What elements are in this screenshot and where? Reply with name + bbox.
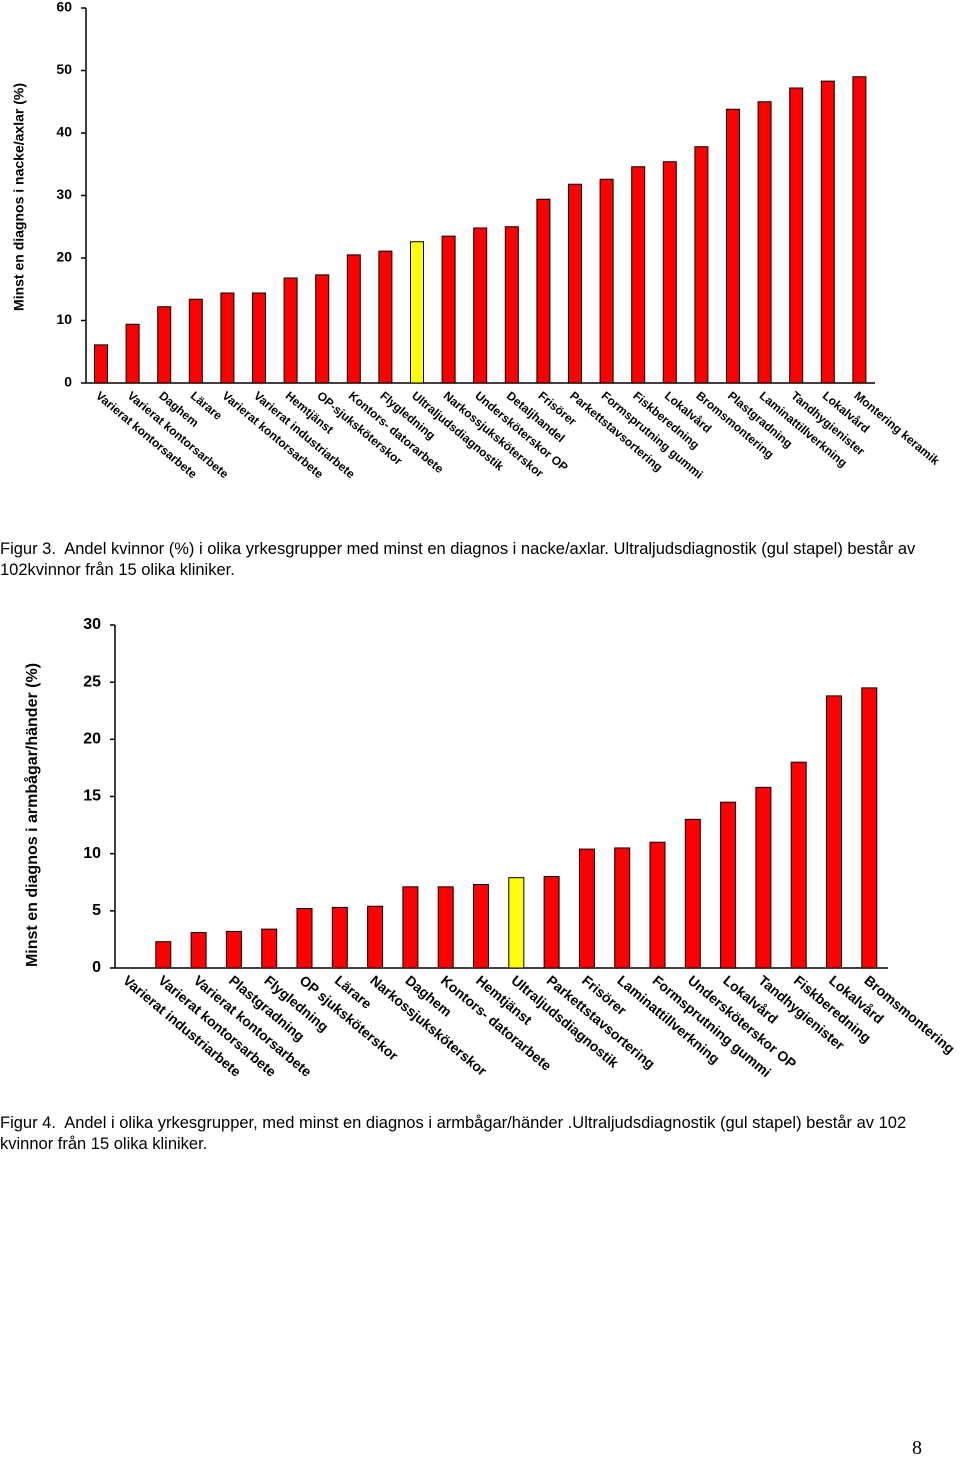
bar <box>261 928 278 969</box>
caption-label: Figur 4. <box>0 1114 56 1132</box>
bar <box>599 178 614 384</box>
y-tick-label: 60 <box>56 0 72 15</box>
bar <box>155 941 172 969</box>
bar <box>283 277 298 384</box>
bar <box>504 226 519 384</box>
bar <box>473 227 488 384</box>
bar <box>378 250 393 384</box>
bar <box>441 235 456 384</box>
y-tick-label: 0 <box>92 959 101 976</box>
bar <box>578 848 595 969</box>
y-tick-label: 40 <box>56 124 72 140</box>
y-tick-label: 20 <box>83 731 101 748</box>
bar <box>410 241 424 384</box>
y-tick-label: 10 <box>83 845 101 862</box>
bar <box>367 905 384 969</box>
caption: Figur 3. Andel kvinnor (%) i olika yrkes… <box>0 539 955 581</box>
bar <box>789 87 804 384</box>
bar <box>125 323 140 384</box>
bar <box>543 876 560 969</box>
y-axis-label: Minst en diagnos i armbågar/händer (%) <box>23 663 41 967</box>
bar <box>225 930 242 969</box>
y-tick-label: 20 <box>56 249 72 265</box>
bar <box>346 254 361 384</box>
caption-text: Andel kvinnor (%) i olika yrkesgrupper m… <box>0 540 916 579</box>
bar <box>536 198 551 384</box>
bar <box>402 886 419 969</box>
bar <box>726 108 740 384</box>
bar <box>861 687 878 969</box>
bar <box>157 306 172 384</box>
bar <box>826 695 842 969</box>
bar <box>252 292 266 384</box>
y-tick-label: 30 <box>83 616 101 633</box>
y-tick-label: 30 <box>56 186 72 202</box>
y-tick-label: 25 <box>83 673 101 690</box>
bar <box>190 932 207 969</box>
caption-label: Figur 3. <box>0 540 56 558</box>
bar <box>757 101 772 384</box>
bar <box>296 908 313 969</box>
bar <box>508 877 525 969</box>
bar <box>631 166 646 384</box>
y-tick-label: 0 <box>64 374 72 390</box>
bar <box>437 886 454 969</box>
bar <box>662 161 677 384</box>
bar <box>684 818 701 969</box>
y-axis-label: Minst en diagnos i nacke/axlar (%) <box>11 83 27 311</box>
caption: Figur 4. Andel i olika yrkesgrupper, med… <box>0 1113 955 1155</box>
bar <box>568 183 582 384</box>
bar <box>820 80 835 384</box>
y-tick-label: 10 <box>56 311 72 327</box>
bar <box>188 298 203 384</box>
page-number: 8 <box>912 1437 922 1459</box>
bar <box>473 884 489 969</box>
bar <box>614 847 631 969</box>
bar <box>790 761 807 969</box>
bar <box>694 146 709 384</box>
y-tick-label: 50 <box>56 61 72 77</box>
bar <box>220 292 235 384</box>
caption-text: Andel i olika yrkesgrupper, med minst en… <box>0 1114 907 1153</box>
bar <box>331 906 348 969</box>
y-tick-label: 5 <box>92 902 101 919</box>
bar <box>720 801 737 969</box>
y-tick-label: 15 <box>83 788 101 805</box>
bar <box>649 841 666 969</box>
bar <box>755 786 772 969</box>
bar <box>852 76 867 384</box>
bar <box>94 344 108 384</box>
bar <box>315 274 330 384</box>
